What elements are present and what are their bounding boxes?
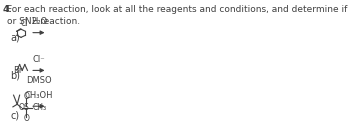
Text: c): c) (10, 111, 20, 121)
Text: O: O (18, 103, 24, 112)
Text: b): b) (10, 71, 21, 81)
Text: a): a) (10, 33, 20, 43)
Text: 4.: 4. (2, 5, 12, 14)
Text: For each reaction, look at all the reagents and conditions, and determine if the: For each reaction, look at all the reage… (7, 5, 350, 26)
Text: S: S (24, 103, 29, 112)
Text: CH₃OH: CH₃OH (25, 91, 53, 100)
Text: CH₃: CH₃ (32, 103, 47, 112)
Text: H₂O: H₂O (31, 17, 47, 26)
Text: DMSO: DMSO (26, 76, 51, 85)
Text: Cl: Cl (21, 19, 28, 28)
Text: O: O (23, 92, 29, 101)
Text: Br: Br (13, 66, 22, 75)
Text: Cl⁻: Cl⁻ (33, 55, 45, 64)
Text: O: O (23, 114, 29, 123)
